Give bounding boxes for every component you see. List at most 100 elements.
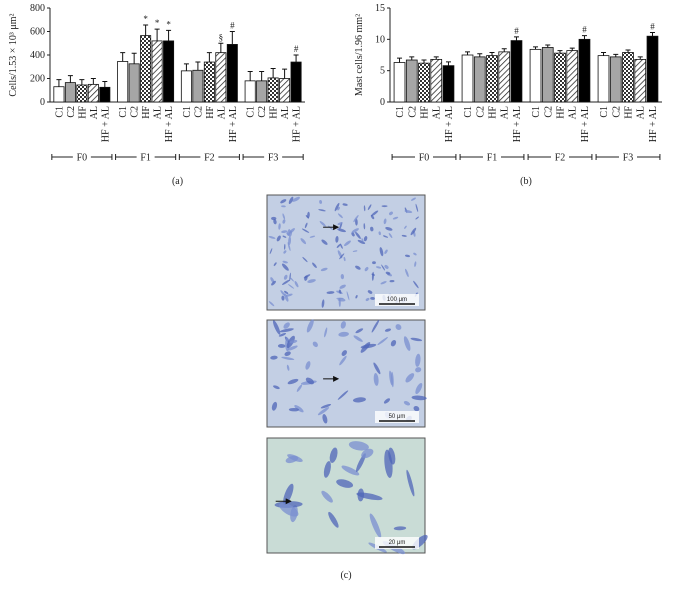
bar — [226, 44, 238, 103]
bar-label: HF + AL — [228, 106, 239, 142]
bar-label: HF — [624, 106, 635, 119]
cell — [279, 502, 299, 517]
bar-label: C1 — [118, 106, 129, 118]
cell — [286, 364, 290, 371]
bar — [180, 70, 192, 103]
group-label: F2 — [555, 153, 566, 164]
cell — [281, 205, 286, 208]
bar-label: C1 — [182, 106, 193, 118]
error-bar — [581, 35, 587, 40]
cell — [337, 228, 346, 233]
error-bar — [120, 52, 126, 62]
cell — [411, 395, 427, 401]
bar-label: HF + AL — [580, 106, 591, 142]
cell — [334, 202, 340, 212]
cell — [289, 339, 298, 344]
significance-marker: * — [166, 19, 171, 29]
cell — [280, 199, 287, 204]
bar-label: C2 — [66, 106, 77, 118]
cell — [273, 385, 280, 390]
cell — [385, 271, 391, 275]
cell — [289, 228, 295, 234]
cell — [336, 297, 344, 300]
cell — [415, 382, 423, 395]
cell — [365, 297, 370, 302]
bar-label: C1 — [599, 106, 610, 118]
scale-bar-bg — [375, 537, 419, 549]
cell — [373, 362, 381, 375]
error-bar — [259, 70, 265, 81]
cell — [273, 219, 277, 225]
bar — [634, 58, 647, 103]
cell — [287, 345, 298, 351]
y-tick-label: 800 — [30, 3, 45, 14]
y-axis-label: Cells/1.53 × 10³ μm² — [8, 13, 19, 96]
bar — [76, 84, 88, 103]
cell — [364, 266, 369, 272]
bar — [163, 40, 175, 103]
cell — [403, 401, 411, 406]
cell — [320, 403, 332, 409]
cell — [405, 268, 409, 278]
cell — [280, 290, 286, 296]
cell — [324, 327, 328, 338]
cell — [282, 235, 287, 238]
cell — [271, 401, 278, 411]
cell — [355, 328, 364, 334]
cell — [353, 215, 359, 223]
cell — [322, 414, 328, 424]
micrograph: 20 μm — [266, 437, 428, 555]
bar — [418, 62, 430, 103]
cell — [336, 244, 341, 248]
cell — [413, 252, 417, 256]
cell — [392, 216, 399, 220]
cell — [355, 294, 358, 299]
cell — [381, 205, 388, 208]
cell — [415, 216, 419, 220]
bar — [151, 40, 163, 103]
bar — [128, 63, 140, 103]
cell — [287, 229, 291, 236]
bar-label: C1 — [54, 106, 65, 118]
bar-label: HF + AL — [648, 106, 659, 142]
cell — [363, 205, 366, 212]
bar — [597, 55, 610, 103]
cell — [281, 295, 285, 301]
bar-label: AL — [568, 106, 579, 119]
bar — [498, 51, 511, 103]
cell — [404, 225, 407, 229]
error-bar — [131, 52, 137, 64]
cell — [281, 263, 289, 271]
bar-label: HF + AL — [444, 106, 455, 142]
bar-label: HF — [141, 106, 152, 119]
significance-marker: # — [582, 25, 587, 35]
cell — [287, 284, 295, 289]
bar-label: HF + AL — [292, 106, 303, 142]
bar-label: HF + AL — [164, 106, 175, 142]
cell — [271, 280, 276, 286]
cell — [367, 204, 372, 211]
cell — [363, 236, 368, 242]
cell — [305, 361, 311, 370]
bar — [646, 35, 659, 103]
group-label-bg — [264, 151, 283, 163]
cell — [395, 324, 402, 331]
error-bar — [433, 56, 439, 60]
cell — [340, 321, 346, 329]
error-bar — [67, 75, 73, 83]
y-axis-label: Mast cells/1.96 mm² — [354, 14, 365, 96]
cell — [340, 273, 345, 280]
bar — [510, 40, 523, 103]
y-tick-label: 10 — [375, 34, 385, 45]
cell — [289, 277, 294, 282]
cell — [323, 461, 331, 478]
cell — [405, 373, 415, 383]
group-label-bg — [619, 151, 637, 163]
cell — [283, 243, 286, 250]
error-bar — [229, 31, 235, 45]
bar — [203, 61, 215, 103]
cell — [375, 266, 382, 269]
scale-bar-label: 100 μm — [387, 297, 407, 303]
bar — [53, 86, 65, 103]
error-bar — [601, 51, 607, 56]
